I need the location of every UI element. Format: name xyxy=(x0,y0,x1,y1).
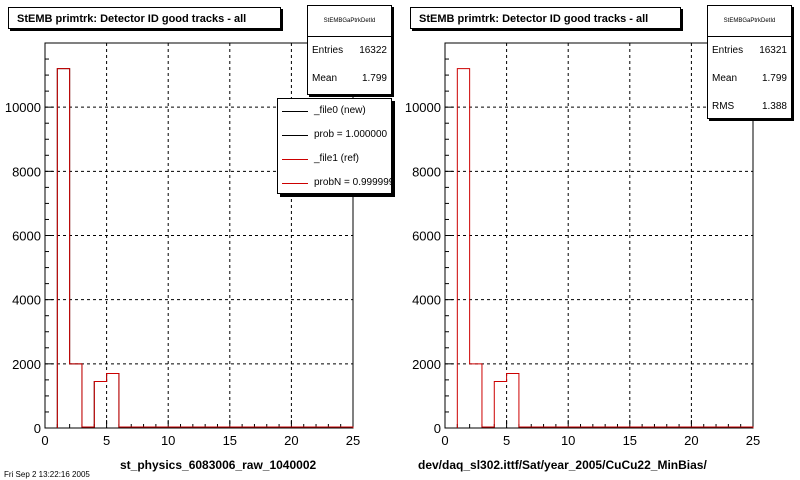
right-x-tick-label-25: 25 xyxy=(746,433,760,448)
right-y-tick-label-8000: 8000 xyxy=(412,164,441,179)
left-legend: _file0 (new) prob = 1.000000 _file1 (ref… xyxy=(277,98,392,194)
right-y-tick-label-6000: 6000 xyxy=(412,229,441,244)
right-stats-rms-label: RMS xyxy=(712,101,735,112)
footer-timestamp: Fri Sep 2 13:22:16 2005 xyxy=(4,470,90,479)
right-stats-entries-row: Entries 16321 xyxy=(708,37,791,65)
legend-swatch-file0 xyxy=(282,111,308,112)
right-stats-mean-label: Mean xyxy=(712,73,738,84)
legend-label-file0: _file0 (new) xyxy=(314,105,366,116)
left-y-tick-label-4000: 4000 xyxy=(12,293,41,308)
left-x-axis-label: st_physics_6083006_raw_1040002 xyxy=(120,458,317,472)
left-stats-entries-value: 16322 xyxy=(359,45,387,56)
left-series-1-histogram xyxy=(56,68,354,428)
right-chart-title: StEMB primtrk: Detector ID good tracks -… xyxy=(410,7,681,29)
left-x-tick-label-10: 10 xyxy=(161,433,175,448)
right-x-tick-label-0: 0 xyxy=(441,433,448,448)
right-stats-rms-row: RMS 1.388 xyxy=(708,93,791,121)
left-y-tick-label-8000: 8000 xyxy=(12,164,41,179)
right-stats-mean-value: 1.799 xyxy=(761,73,787,84)
legend-item-file1: _file1 (ref) xyxy=(278,147,391,171)
right-series-0-histogram xyxy=(456,68,754,428)
right-y-tick-label-0: 0 xyxy=(434,421,441,436)
legend-swatch-file1 xyxy=(282,159,308,160)
left-y-tick-label-0: 0 xyxy=(34,421,41,436)
right-stats-entries-value: 16321 xyxy=(759,45,787,56)
left-chart-title: StEMB primtrk: Detector ID good tracks -… xyxy=(8,7,281,29)
right-plot-frame xyxy=(444,42,754,429)
left-x-tick-label-20: 20 xyxy=(284,433,298,448)
legend-label-prob: prob = 1.000000 xyxy=(314,129,388,140)
legend-item-file0: _file0 (new) xyxy=(278,99,391,123)
left-x-tick-label-0: 0 xyxy=(41,433,48,448)
left-x-tick-label-25: 25 xyxy=(346,433,360,448)
legend-swatch-prob xyxy=(282,135,308,136)
right-x-tick-label-20: 20 xyxy=(684,433,698,448)
right-x-tick-label-5: 5 xyxy=(503,433,510,448)
legend-item-prob: prob = 1.000000 xyxy=(278,123,391,147)
left-chart-title-text: StEMB primtrk: Detector ID good tracks -… xyxy=(17,13,247,25)
left-stats-mean-value: 1.799 xyxy=(361,73,387,84)
left-stats-mean-label: Mean xyxy=(312,73,338,84)
legend-item-probn: probN = 0.999999 xyxy=(278,171,392,193)
right-chart-title-text: StEMB primtrk: Detector ID good tracks -… xyxy=(419,13,649,25)
left-y-tick-label-2000: 2000 xyxy=(12,357,41,372)
left-stats-entries-row: Entries 16322 xyxy=(308,37,391,65)
right-stats-box: StEMBGaPtrkDetId Entries 16321 Mean 1.79… xyxy=(707,5,792,119)
right-stats-name: StEMBGaPtrkDetId xyxy=(708,6,791,37)
left-stats-entries-label: Entries xyxy=(312,45,344,56)
right-stats-rms-value: 1.388 xyxy=(761,101,787,112)
right-stats-entries-label: Entries xyxy=(712,45,744,56)
right-y-tick-label-4000: 4000 xyxy=(412,293,441,308)
left-y-tick-label-10000: 10000 xyxy=(5,100,41,115)
right-stats-mean-row: Mean 1.799 xyxy=(708,65,791,93)
left-x-tick-label-5: 5 xyxy=(103,433,110,448)
legend-label-probn: probN = 0.999999 xyxy=(314,177,392,188)
left-y-tick-label-6000: 6000 xyxy=(12,229,41,244)
right-x-tick-label-10: 10 xyxy=(561,433,575,448)
left-stats-mean-row: Mean 1.799 xyxy=(308,65,391,93)
right-y-tick-label-10000: 10000 xyxy=(405,100,441,115)
right-x-axis-label: dev/daq_sl302.ittf/Sat/year_2005/CuCu22_… xyxy=(418,458,707,472)
left-stats-name: StEMBGaPtrkDetId xyxy=(308,6,391,37)
legend-label-file1: _file1 (ref) xyxy=(314,153,360,164)
right-y-tick-label-2000: 2000 xyxy=(412,357,441,372)
left-stats-box: StEMBGaPtrkDetId Entries 16322 Mean 1.79… xyxy=(307,5,392,95)
right-x-tick-label-15: 15 xyxy=(623,433,637,448)
legend-swatch-probn xyxy=(282,183,308,184)
left-x-tick-label-15: 15 xyxy=(223,433,237,448)
